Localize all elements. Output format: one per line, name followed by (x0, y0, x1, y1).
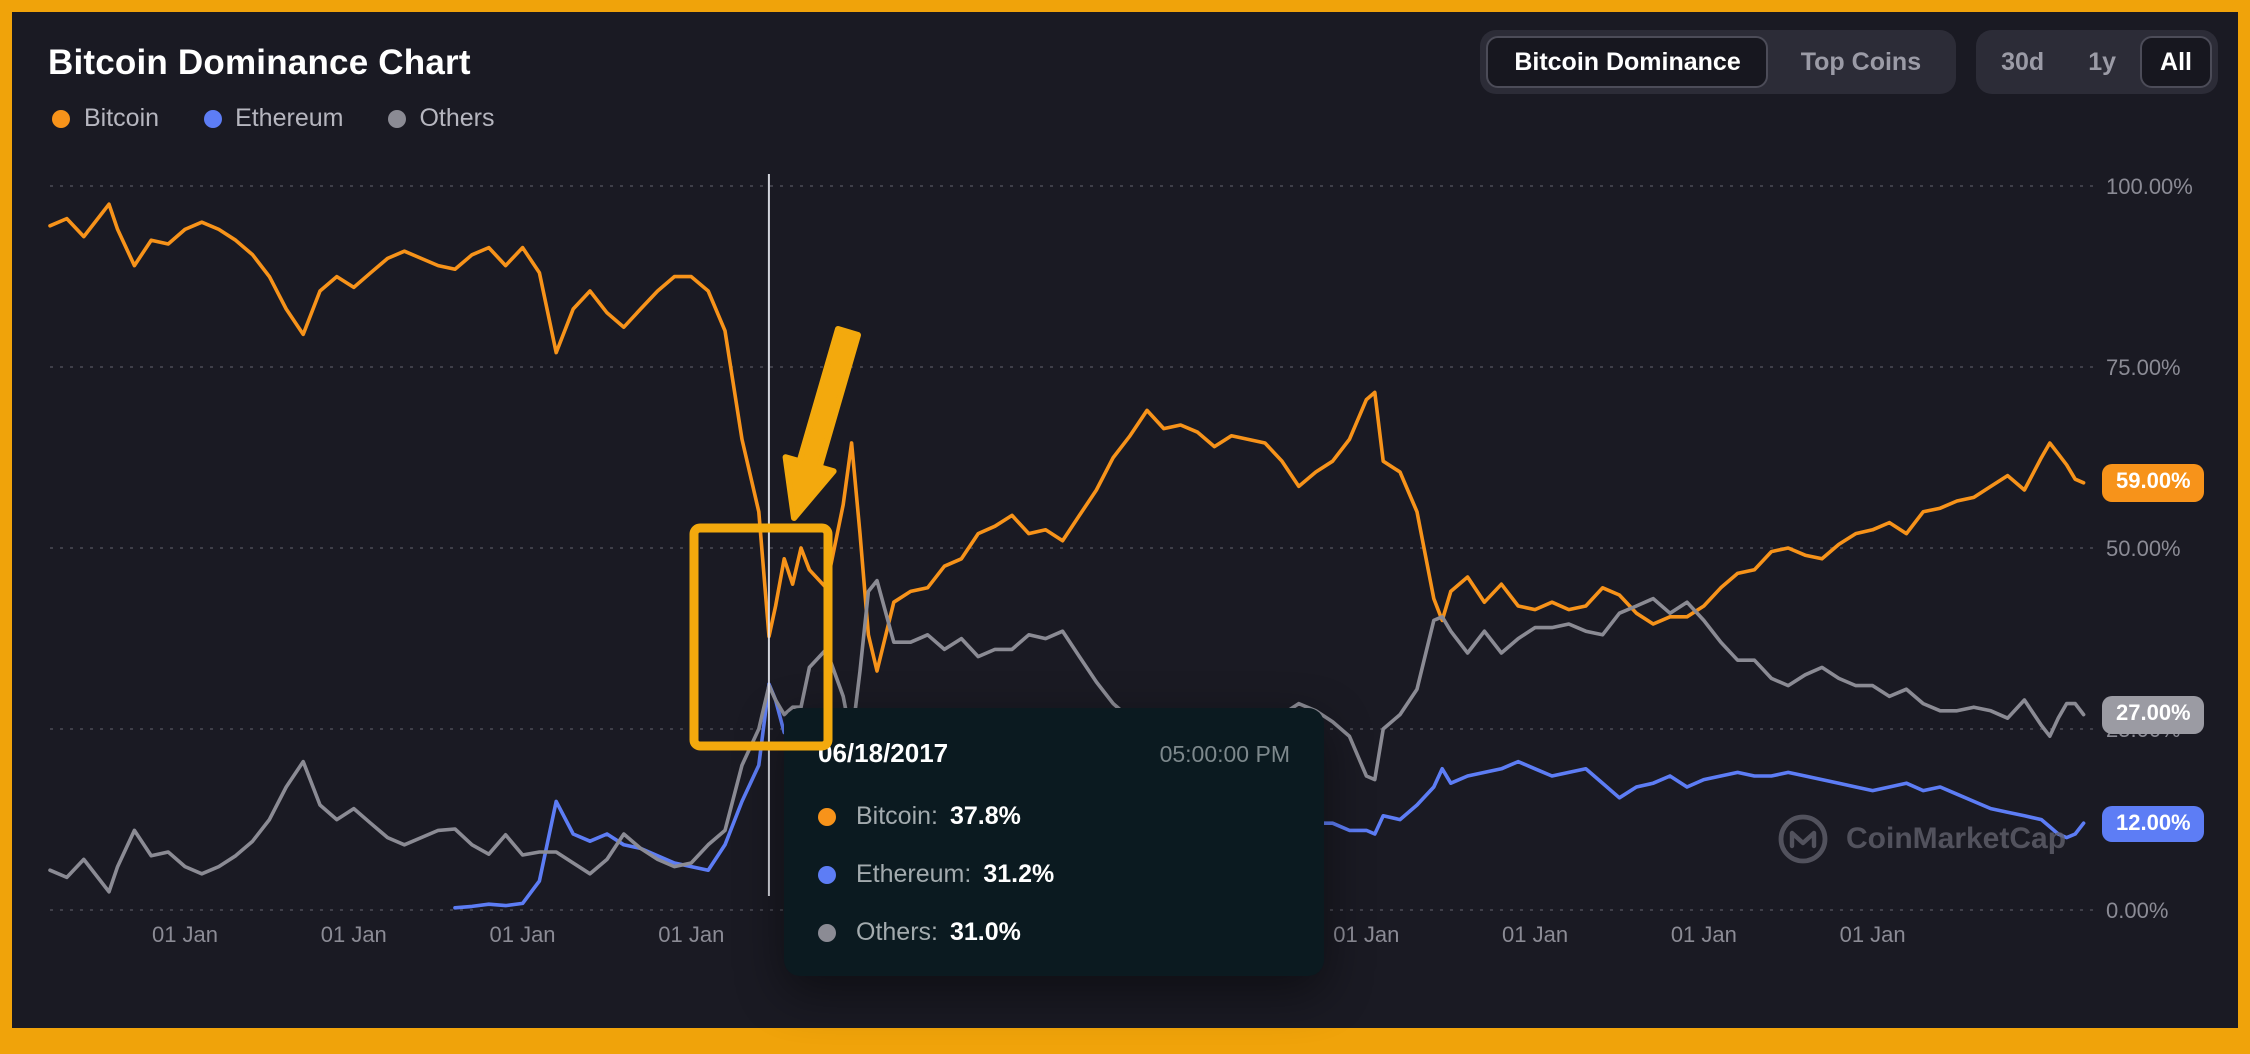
y-axis-label: 25.00% (2106, 717, 2181, 742)
ethereum-dot-icon (203, 109, 222, 127)
x-axis-label: 01 Jan (1840, 922, 1906, 947)
watermark-text: CoinMarketCap (1846, 822, 2067, 856)
tooltip-value: 31.2% (983, 860, 1055, 888)
series-line-bitcoin (48, 202, 2086, 673)
legend-label: Others (419, 104, 495, 132)
x-axis-label: 01 Jan (489, 922, 555, 947)
range-all-button[interactable]: All (2140, 36, 2212, 88)
chart-header: Bitcoin Dominance Chart Bitcoin Dominanc… (48, 28, 2218, 96)
x-axis-label: 01 Jan (1333, 922, 1399, 947)
view-toggle-group: Bitcoin Dominance Top Coins (1480, 30, 1956, 94)
tooltip-label: Bitcoin: (856, 802, 938, 830)
chart-tooltip: 06/18/2017 05:00:00 PM Bitcoin: 37.8% Et… (784, 708, 1324, 976)
y-axis-label: 0.00% (2106, 898, 2168, 923)
x-axis-label: 01 Jan (1671, 922, 1737, 947)
coinmarketcap-logo-icon (1778, 814, 1828, 864)
tooltip-value: 31.0% (950, 918, 1021, 946)
legend-item-bitcoin[interactable]: Bitcoin (52, 104, 159, 132)
tooltip-rows: Bitcoin: 37.8% Ethereum: 31.2% Others: 3… (818, 802, 1290, 946)
others-dot-icon (818, 923, 836, 941)
y-axis-label: 50.00% (2106, 536, 2181, 561)
ethereum-dot-icon (818, 865, 836, 883)
legend-label: Bitcoin (84, 104, 160, 132)
tooltip-value: 37.8% (950, 802, 1021, 830)
toggle-top-coins[interactable]: Top Coins (1773, 36, 1949, 88)
tooltip-row-others: Others: 31.0% (818, 918, 1290, 946)
x-axis-label: 01 Jan (321, 922, 387, 947)
series-line-others (48, 578, 2086, 894)
others-dot-icon (387, 109, 406, 127)
bitcoin-dot-icon (52, 109, 70, 127)
time-range-group: 30d 1y All (1975, 30, 2218, 94)
coinmarketcap-watermark: CoinMarketCap (1776, 812, 2066, 866)
tooltip-row-bitcoin: Bitcoin: 37.8% (818, 802, 1290, 830)
range-30d-button[interactable]: 30d (1981, 36, 2064, 88)
page-title: Bitcoin Dominance Chart (48, 41, 471, 81)
toggle-bitcoin-dominance[interactable]: Bitcoin Dominance (1486, 36, 1769, 88)
chart-legend: Bitcoin Ethereum Others (52, 104, 495, 132)
legend-item-others[interactable]: Others (387, 104, 495, 132)
bitcoin-dot-icon (818, 807, 836, 825)
tooltip-time: 05:00:00 PM (1159, 744, 1290, 768)
legend-label: Ethereum (235, 104, 344, 132)
tooltip-header: 06/18/2017 05:00:00 PM (818, 738, 1290, 768)
x-axis-label: 01 Jan (1502, 922, 1568, 947)
x-axis-label: 01 Jan (658, 922, 724, 947)
legend-item-ethereum[interactable]: Ethereum (203, 104, 343, 132)
chart-controls: Bitcoin Dominance Top Coins 30d 1y All (1480, 30, 2218, 94)
tooltip-label: Ethereum: (856, 860, 972, 888)
tooltip-label: Others: (856, 918, 938, 946)
tooltip-row-ethereum: Ethereum: 31.2% (818, 860, 1290, 888)
y-axis-label: 75.00% (2106, 355, 2181, 380)
y-axis-label: 100.00% (2106, 174, 2193, 199)
tooltip-date: 06/18/2017 (818, 738, 949, 768)
range-1y-button[interactable]: 1y (2068, 36, 2136, 88)
x-axis-label: 01 Jan (152, 922, 218, 947)
